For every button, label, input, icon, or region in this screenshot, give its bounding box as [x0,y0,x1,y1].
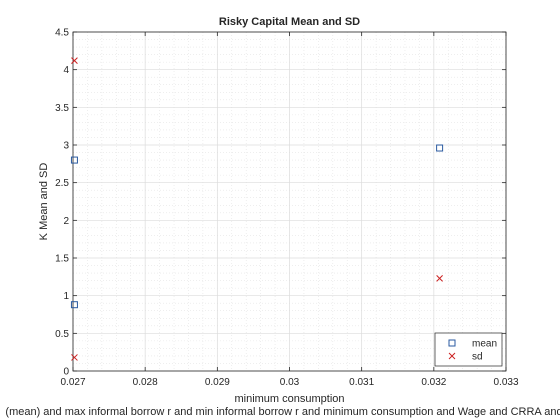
x-tick-label: 0.031 [349,377,374,388]
x-axis-label: minimum consumption [234,393,344,405]
legend-box [434,332,503,367]
x-tick-label: 0.03 [280,377,300,388]
y-tick-label: 3 [63,141,69,152]
y-tick-label: 2.5 [55,178,69,189]
x-tick-label: 0.028 [133,377,158,388]
legend-label-mean: mean [472,339,497,350]
legend-marker-sd [448,352,456,360]
legend: mean sd [434,332,503,367]
y-tick-label: 4.5 [55,28,69,39]
y-tick-label: 2 [63,216,69,227]
legend-marker-mean [448,339,456,347]
data-point-sd [71,57,78,64]
y-tick-label: 1.5 [55,254,69,265]
x-tick-label: 0.027 [60,377,85,388]
legend-marker-sd-stroke-b [448,352,456,360]
data-point-mean [70,301,78,309]
y-tick-label: 4 [63,65,69,76]
y-axis-label: K Mean and SD [38,163,50,241]
x-tick-labels: 0.027 0.028 0.029 0.03 0.031 0.032 0.033 [60,377,518,388]
y-tick-label: 0 [63,367,69,378]
data-point-sd [71,354,78,361]
data-point-sd-stroke-b [71,57,78,64]
x-tick-label: 0.032 [421,377,446,388]
x-tick-label: 0.033 [493,377,518,388]
data-point-sd-stroke-b [71,354,78,361]
data-point-mean [70,156,78,164]
data-point-mean [436,144,444,152]
data-point-sd [436,274,443,282]
y-tick-label: 1 [63,291,69,302]
chart-title: Risky Capital Mean and SD [219,16,360,28]
y-tick-label: 3.5 [55,103,69,114]
x-axis-caption: (mean) and max informal borrow r and min… [5,406,560,418]
y-tick-labels: 0 0.5 1 1.5 2 2.5 3 3.5 4 4.5 [55,28,69,378]
x-tick-label: 0.029 [205,377,230,388]
y-tick-label: 0.5 [55,329,69,340]
legend-label-sd: sd [472,352,483,363]
data-marks [70,57,444,361]
data-point-sd-stroke-b [436,274,443,282]
axis-ticks [72,31,507,372]
